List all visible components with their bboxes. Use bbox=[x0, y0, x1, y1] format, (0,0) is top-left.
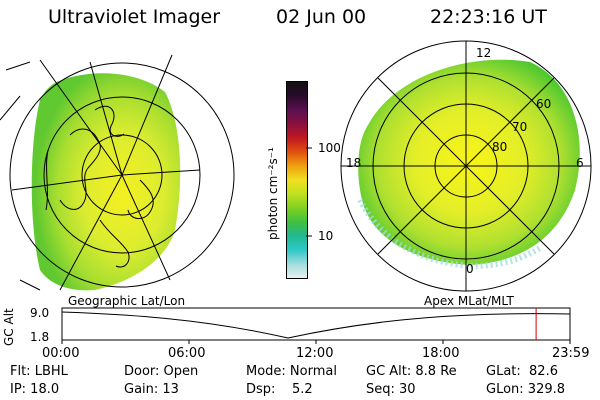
time-tick-0000: 00:00 bbox=[42, 346, 80, 361]
mlt-label-dusk: 18 bbox=[346, 156, 362, 170]
colorbar bbox=[286, 81, 308, 279]
mlt-label-dawn: 6 bbox=[576, 156, 584, 170]
colorbar-tick-10: 10 bbox=[318, 229, 334, 243]
instrument-title: Ultraviolet Imager bbox=[48, 6, 221, 28]
status-dsp: Dsp: 5.2 bbox=[246, 382, 313, 397]
mlt-label-midnight: 0 bbox=[466, 262, 474, 276]
status-mode: Mode: Normal bbox=[246, 364, 337, 379]
status-filter: Flt: LBHL bbox=[10, 364, 68, 379]
status-glon: GLon: 329.8 bbox=[486, 382, 566, 397]
status-gc-alt: GC Alt: 8.8 Re bbox=[366, 364, 457, 379]
altitude-tick-high: 9.0 bbox=[30, 306, 50, 320]
mlt-label-noon: 12 bbox=[476, 46, 492, 60]
status-gain: Gain: 13 bbox=[124, 382, 179, 397]
time-tick-0600: 06:00 bbox=[168, 346, 206, 361]
status-ip: IP: 18.0 bbox=[10, 382, 60, 397]
colorbar-tick-100: 100 bbox=[318, 141, 341, 155]
mlat-label-80: 80 bbox=[492, 140, 508, 154]
altitude-curve bbox=[61, 311, 571, 339]
observation-time: 22:23:16 UT bbox=[430, 6, 547, 28]
observation-date: 02 Jun 00 bbox=[276, 6, 367, 28]
mlat-label-60: 60 bbox=[536, 97, 552, 111]
time-tick-1800: 18:00 bbox=[422, 346, 460, 361]
left-projection-label: Geographic Lat/Lon bbox=[68, 294, 186, 308]
status-glat: GLat: 82.6 bbox=[486, 364, 558, 379]
altitude-tick-low: 1.8 bbox=[30, 330, 50, 344]
status-door: Door: Open bbox=[124, 364, 199, 379]
time-tick-1200: 12:00 bbox=[296, 346, 334, 361]
mlat-label-70: 70 bbox=[512, 120, 528, 134]
right-projection-label: Apex MLat/MLT bbox=[424, 294, 514, 308]
status-seq: Seq: 30 bbox=[366, 382, 416, 397]
time-tick-2359: 23:59 bbox=[552, 346, 590, 361]
